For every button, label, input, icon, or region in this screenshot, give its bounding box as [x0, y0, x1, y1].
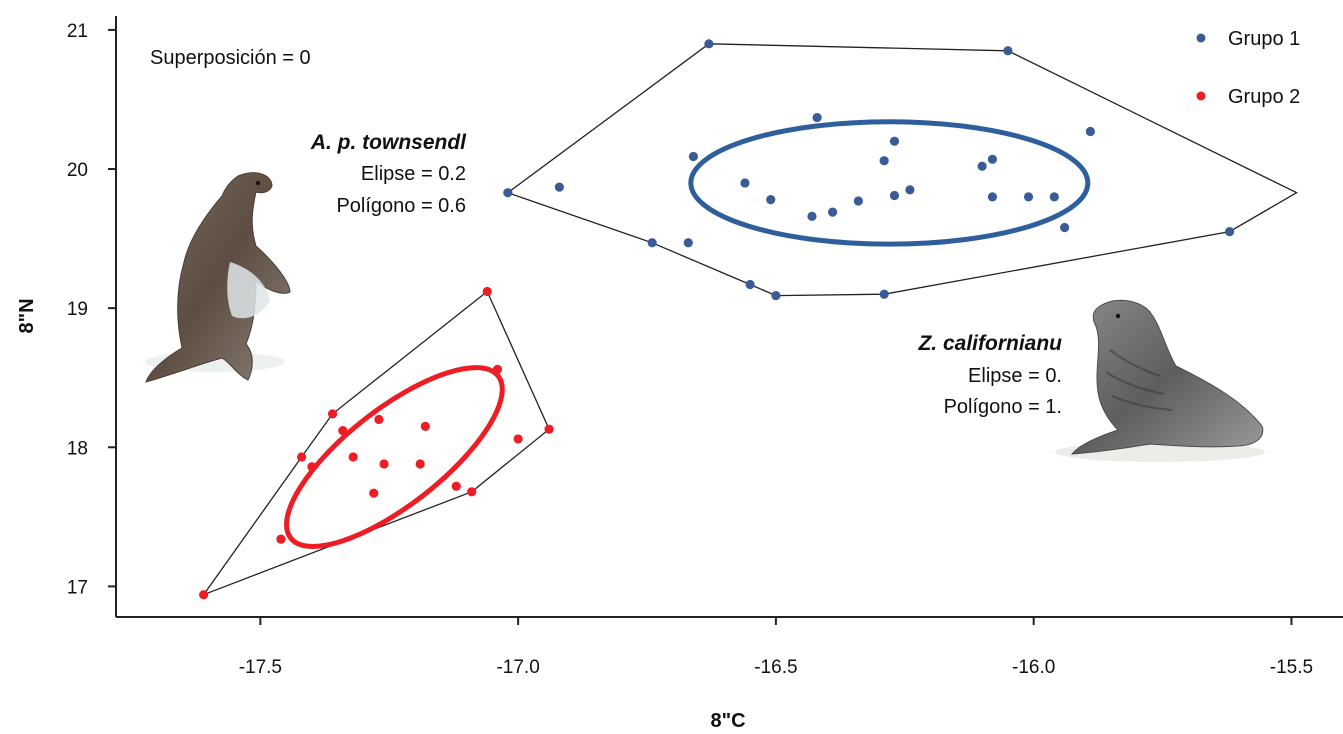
- point-grupo-1: [1023, 192, 1034, 202]
- legend-marker-grupo-1: [1196, 33, 1206, 43]
- hull-polygon-grupo-1: [506, 43, 1298, 297]
- x-tick-label: -16.0: [1012, 657, 1055, 678]
- point-grupo-1: [554, 182, 564, 192]
- point-grupo-1: [879, 289, 889, 299]
- fur-seal-illustration: [145, 172, 291, 383]
- group1-species-label: Z. californianu: [917, 332, 1062, 355]
- point-grupo-1: [812, 112, 822, 123]
- point-grupo-1: [688, 151, 699, 162]
- point-grupo-1: [828, 207, 838, 217]
- point-grupo-2: [482, 286, 492, 297]
- point-grupo-1: [879, 156, 889, 166]
- group2-species-label: A. p. townsendl: [310, 131, 467, 154]
- x-tick-label: -15.5: [1270, 657, 1313, 678]
- point-grupo-1: [704, 39, 714, 49]
- point-grupo-2: [420, 421, 430, 432]
- point-grupo-1: [647, 238, 657, 248]
- x-tick-label: -17.5: [239, 657, 282, 678]
- point-grupo-2: [492, 364, 503, 374]
- point-grupo-2: [199, 590, 209, 600]
- point-grupo-1: [745, 279, 755, 290]
- point-grupo-2: [296, 452, 307, 462]
- point-grupo-1: [1003, 46, 1013, 56]
- legend-marker-grupo-2: [1196, 91, 1206, 101]
- point-grupo-1: [771, 291, 781, 301]
- x-axis-ticks: -17.5 -17.0 -16.5 -16.0 -15.5: [239, 617, 1313, 678]
- y-tick-label: 21: [67, 21, 88, 42]
- standard-ellipses: [284, 119, 1091, 549]
- overlap-annotation: Superposición = 0: [150, 47, 311, 69]
- point-grupo-1: [503, 188, 513, 198]
- point-grupo-1: [977, 161, 987, 171]
- point-grupo-1: [740, 178, 750, 188]
- point-grupo-1: [1085, 126, 1095, 137]
- point-grupo-1: [807, 211, 817, 221]
- point-grupo-2: [467, 487, 477, 497]
- sea-lion-illustration: [1055, 299, 1265, 462]
- axes: -17.5 -17.0 -16.5 -16.0 -15.5 17 18 19 20 21 8"C…: [16, 16, 1343, 732]
- point-grupo-2: [513, 434, 523, 444]
- legend-label-grupo-2: Grupo 2: [1228, 86, 1300, 108]
- ellipse-grupo-1: [688, 119, 1091, 247]
- point-grupo-2: [327, 409, 338, 419]
- point-grupo-1: [1049, 192, 1059, 202]
- point-grupo-1: [1060, 222, 1070, 233]
- point-grupo-1: [987, 192, 998, 202]
- point-grupo-2: [374, 414, 384, 425]
- y-axis-ticks: 17 18 19 20 21: [67, 21, 116, 598]
- y-tick-label: 18: [67, 438, 88, 459]
- y-tick-label: 20: [67, 160, 88, 181]
- x-tick-label: -16.5: [754, 657, 797, 678]
- data-points: [199, 39, 1235, 600]
- x-axis-title: 8"C: [710, 710, 745, 732]
- point-grupo-1: [889, 136, 900, 146]
- ellipse-grupo-2: [284, 365, 505, 549]
- y-tick-label: 19: [67, 299, 88, 320]
- point-grupo-1: [766, 195, 776, 205]
- point-grupo-1: [683, 238, 693, 248]
- point-grupo-2: [307, 462, 317, 472]
- y-axis-title: 8"N: [16, 298, 38, 333]
- group2-ellipse-label: Elipse = 0.2: [361, 163, 466, 185]
- legend-label-grupo-1: Grupo 1: [1228, 28, 1300, 50]
- group2-polygon-label: Polígono = 0.6: [336, 195, 466, 217]
- point-grupo-2: [379, 459, 389, 469]
- x-tick-label: -17.0: [496, 657, 539, 678]
- hull-polygon-grupo-2: [201, 290, 550, 597]
- point-grupo-1: [889, 190, 900, 201]
- point-grupo-1: [1224, 227, 1235, 237]
- group1-ellipse-label: Elipse = 0.: [968, 365, 1062, 387]
- point-grupo-2: [415, 459, 425, 469]
- point-grupo-2: [451, 481, 461, 491]
- y-tick-label: 17: [67, 577, 88, 598]
- point-grupo-2: [369, 488, 379, 498]
- point-grupo-2: [338, 425, 348, 436]
- point-grupo-1: [987, 154, 998, 164]
- point-grupo-2: [544, 424, 554, 434]
- point-grupo-1: [905, 185, 915, 195]
- legend: Grupo 1 Grupo 2: [1196, 28, 1300, 108]
- group1-polygon-label: Polígono = 1.: [944, 396, 1062, 418]
- annotations: Superposición = 0 A. p. townsendl Elipse…: [150, 47, 1062, 418]
- point-grupo-2: [348, 452, 358, 462]
- point-grupo-1: [853, 196, 863, 206]
- point-grupo-2: [276, 534, 286, 544]
